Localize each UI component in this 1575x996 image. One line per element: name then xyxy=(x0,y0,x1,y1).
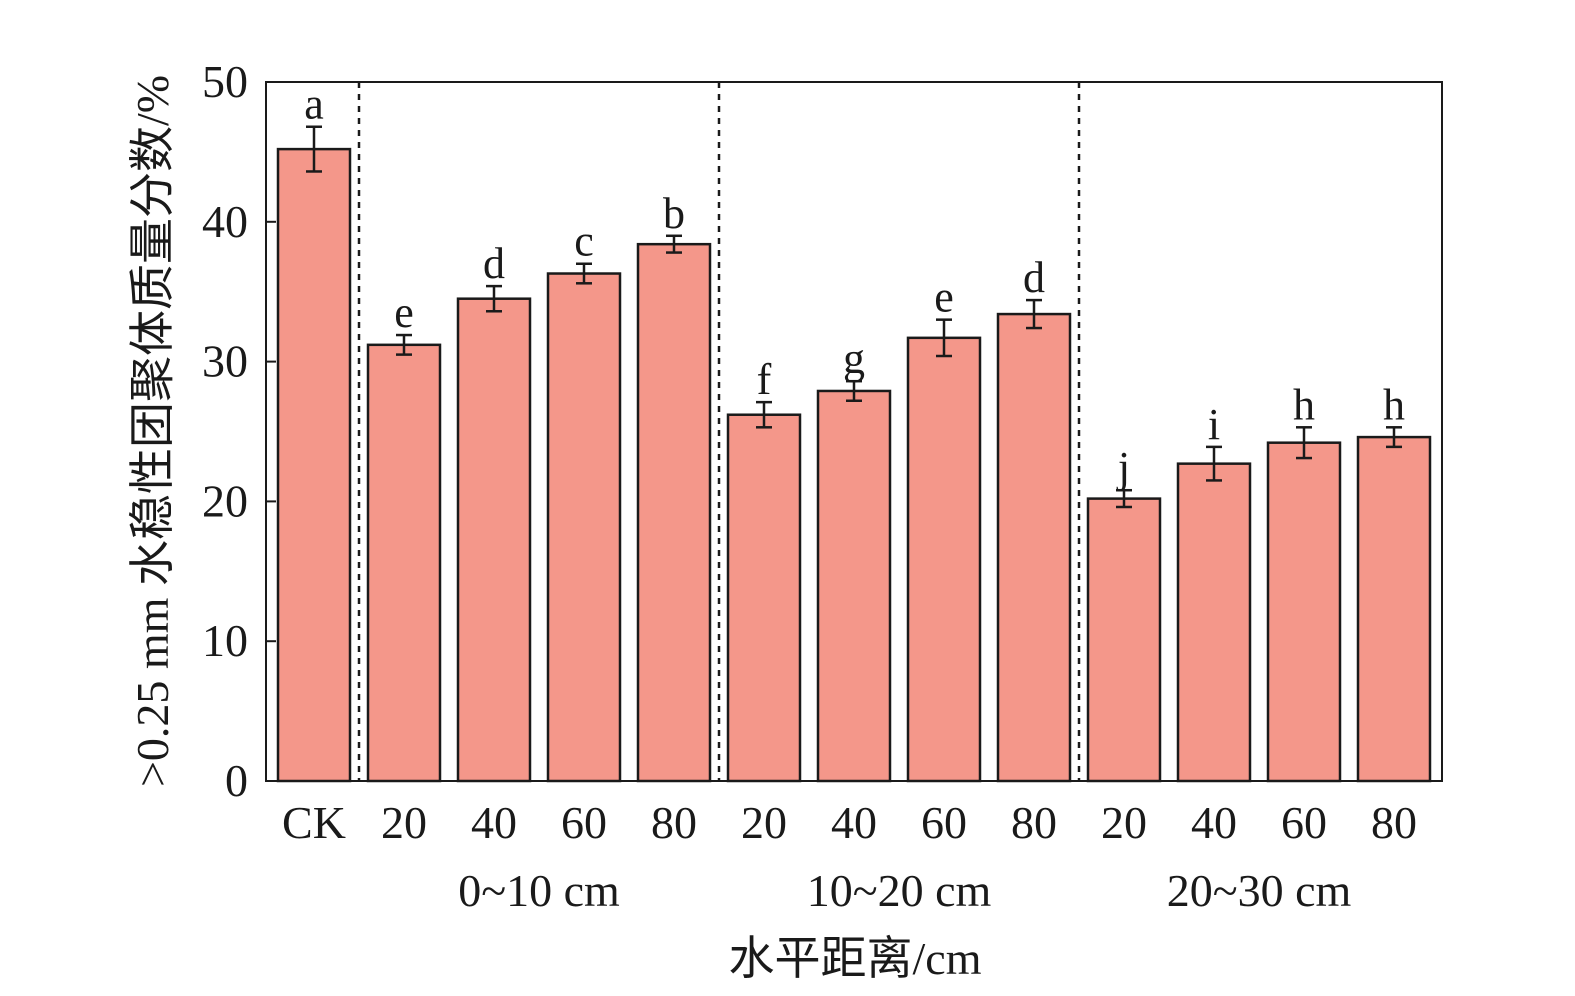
significance-letter: h xyxy=(1383,380,1405,429)
error-bar xyxy=(1206,445,1222,482)
x-tick-label: 80 xyxy=(1371,797,1417,848)
x-axis-title: 水平距离/cm xyxy=(729,933,982,984)
error-bar xyxy=(1386,426,1402,449)
bar xyxy=(906,336,982,783)
significance-letter: a xyxy=(304,80,324,129)
bar xyxy=(546,272,622,783)
bar xyxy=(1356,435,1432,783)
bar xyxy=(1086,497,1162,783)
significance-letter: g xyxy=(843,334,865,383)
x-tick-label: CK xyxy=(282,797,346,848)
bar xyxy=(366,343,442,783)
group-label: 10~20 cm xyxy=(807,865,992,916)
bar xyxy=(636,242,712,783)
error-bar xyxy=(846,379,862,402)
significance-letter: b xyxy=(663,189,685,238)
significance-letter: i xyxy=(1208,400,1220,449)
y-ticks-layer: 0 10 20 30 40 50 xyxy=(202,56,276,806)
error-bar xyxy=(1296,426,1312,460)
x-tick-label: 40 xyxy=(471,797,517,848)
significance-letter: d xyxy=(483,239,505,288)
y-tick-label: 40 xyxy=(202,196,248,247)
error-bar xyxy=(666,234,682,254)
y-tick-label: 50 xyxy=(202,56,248,107)
x-tick-label: 80 xyxy=(1011,797,1057,848)
significance-letter: h xyxy=(1293,380,1315,429)
group-label: 0~10 cm xyxy=(458,865,620,916)
y-tick-label: 0 xyxy=(225,755,248,806)
error-bar xyxy=(936,318,952,358)
y-tick-label: 30 xyxy=(202,336,248,387)
error-bar xyxy=(396,333,412,356)
group-labels-layer: 0~10 cm 10~20 cm 20~30 cm xyxy=(458,865,1351,916)
error-bars-layer xyxy=(306,125,1402,509)
x-category-labels-layer: CK 20 40 60 80 20 40 60 80 20 40 60 80 xyxy=(282,797,1417,848)
x-tick-label: 60 xyxy=(921,797,967,848)
error-bar xyxy=(756,400,772,429)
bar xyxy=(816,389,892,783)
group-label: 20~30 cm xyxy=(1167,865,1352,916)
bar xyxy=(276,147,352,783)
bar xyxy=(1176,462,1252,783)
group-separators-layer xyxy=(357,82,1081,781)
bar xyxy=(1266,441,1342,783)
x-tick-label: 20 xyxy=(1101,797,1147,848)
x-tick-label: 80 xyxy=(651,797,697,848)
error-bar xyxy=(576,262,592,285)
bar xyxy=(996,312,1072,783)
significance-letter: j xyxy=(1116,443,1130,492)
significance-letters-layer: a e d c b f g e d j i h h xyxy=(304,80,1405,492)
significance-letter: e xyxy=(394,288,414,337)
plot-frame xyxy=(265,81,1443,782)
y-tick-label: 20 xyxy=(202,475,248,526)
x-tick-label: 60 xyxy=(561,797,607,848)
y-tick-label: 10 xyxy=(202,615,248,666)
x-tick-label: 40 xyxy=(1191,797,1237,848)
bar xyxy=(726,413,802,783)
significance-letter: c xyxy=(574,217,594,266)
bar xyxy=(456,297,532,783)
error-bar xyxy=(306,125,322,173)
error-bar xyxy=(1026,298,1042,330)
bars-layer xyxy=(276,147,1432,783)
x-tick-label: 40 xyxy=(831,797,877,848)
y-axis-title: >0.25 mm 水稳性团聚体质量分数/% xyxy=(127,75,178,787)
significance-letter: e xyxy=(934,273,954,322)
x-tick-label: 60 xyxy=(1281,797,1327,848)
error-bar xyxy=(1116,488,1132,509)
error-bar xyxy=(486,284,502,313)
significance-letter: f xyxy=(757,355,772,404)
x-tick-label: 20 xyxy=(381,797,427,848)
x-tick-label: 20 xyxy=(741,797,787,848)
significance-letter: d xyxy=(1023,253,1045,302)
